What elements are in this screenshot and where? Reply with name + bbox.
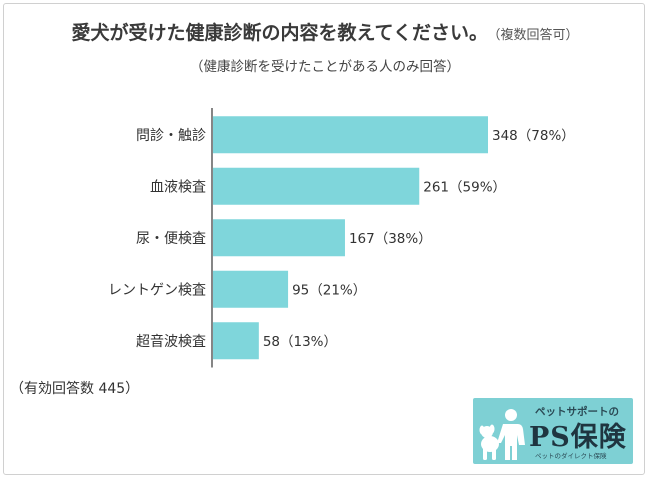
pet-and-person-silhouette-icon xyxy=(479,409,525,460)
bar-4 xyxy=(213,322,259,360)
bar-3 xyxy=(213,270,289,308)
category-label-2: 尿・便検査 xyxy=(136,231,206,247)
chart-subtitle: （健康診断を受けたことがある人のみ回答） xyxy=(190,59,460,75)
valid-response-count: （有効回答数 445） xyxy=(10,381,140,397)
category-label-3: レントゲン検査 xyxy=(108,282,206,298)
data-label-0: 348（78%） xyxy=(492,128,575,144)
logo-wordmark: PS保険 xyxy=(529,422,627,453)
data-label-2: 167（38%） xyxy=(349,231,432,247)
category-label-0: 問診・触診 xyxy=(136,128,206,144)
bar-2 xyxy=(213,219,345,257)
category-label-4: 超音波検査 xyxy=(136,333,206,350)
logo-subtext: ペットのダイレクト保険 xyxy=(535,452,607,460)
data-label-1: 261（59%） xyxy=(423,179,506,195)
data-label-4: 58（13%） xyxy=(263,334,337,350)
category-label-1: 血液検査 xyxy=(150,179,206,195)
bar-1 xyxy=(213,167,420,205)
multiple-answer-note: （複数回答可） xyxy=(493,28,579,43)
bar-0 xyxy=(213,116,488,154)
logo-tagline: ペットサポートの xyxy=(535,406,619,418)
chart-title: 愛犬が受けた健康診断の内容を教えてください。 （複数回答可） xyxy=(71,22,579,44)
ps-insurance-logo: ペットサポートの PS保険 ペットのダイレクト保険 xyxy=(473,398,633,464)
data-label-3: 95（21%） xyxy=(292,282,366,298)
